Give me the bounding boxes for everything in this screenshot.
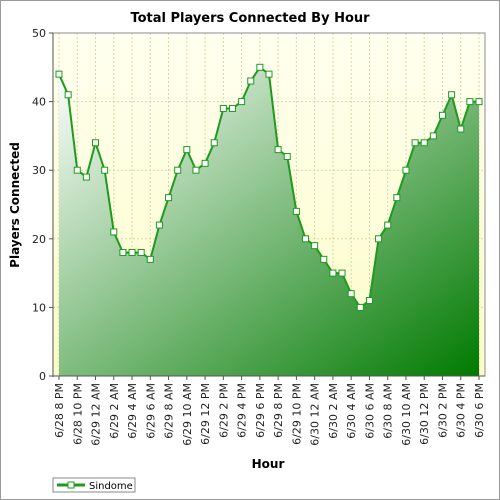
data-point: [101, 166, 109, 174]
data-point: [365, 297, 373, 305]
data-point: [174, 166, 182, 174]
x-tick-label: 6/30 2 AM: [327, 383, 340, 439]
data-point: [466, 98, 474, 106]
data-point: [420, 139, 428, 147]
data-point: [183, 146, 191, 154]
data-point: [228, 104, 236, 112]
data-point: [64, 91, 72, 99]
x-tick-label: 6/30 10 AM: [400, 383, 413, 446]
y-tick-label: 0: [39, 370, 46, 383]
x-tick-label: 6/30 4 PM: [455, 383, 468, 438]
x-tick-label: 6/30 12 AM: [309, 383, 322, 446]
data-point: [283, 152, 291, 160]
data-point: [110, 228, 118, 236]
data-point: [247, 77, 255, 85]
y-tick-label: 30: [32, 164, 46, 177]
x-tick-label: 6/29 10 AM: [181, 383, 194, 446]
data-point: [347, 290, 355, 298]
data-point: [329, 269, 337, 277]
data-point: [82, 173, 90, 181]
data-point: [238, 98, 246, 106]
x-tick-label: 6/29 2 PM: [217, 383, 230, 438]
x-tick-label: 6/29 6 AM: [144, 383, 157, 439]
x-axis-ticks: 6/28 8 PM 6/28 10 PM 6/29 12 AM 6/29 2 AM 6/…: [53, 376, 486, 446]
x-tick-label: 6/30 8 AM: [382, 383, 395, 439]
data-point: [73, 166, 81, 174]
chart-title: Total Players Connected By Hour: [130, 11, 370, 26]
series-markers: [55, 63, 483, 311]
axes: [52, 32, 486, 377]
data-point: [128, 249, 136, 257]
data-point: [165, 194, 173, 202]
data-point: [210, 139, 218, 147]
data-point: [320, 255, 328, 263]
x-tick-label: 6/29 8 AM: [163, 383, 176, 439]
x-tick-label: 6/30 6 AM: [363, 383, 376, 439]
series-area: [59, 67, 479, 377]
data-point: [393, 194, 401, 202]
data-point: [92, 139, 100, 147]
data-point: [292, 207, 300, 215]
x-tick-label: 6/29 12 PM: [199, 383, 212, 445]
legend: Sindome: [52, 477, 136, 493]
data-point: [338, 269, 346, 277]
x-tick-label: 6/30 2 PM: [436, 383, 449, 438]
y-tick-label: 20: [32, 233, 46, 246]
data-point: [457, 125, 465, 133]
data-point: [137, 249, 145, 257]
data-point: [438, 111, 446, 119]
data-point: [146, 255, 154, 263]
x-tick-label: 6/29 4 PM: [236, 383, 249, 438]
data-point: [155, 221, 163, 229]
y-tick-label: 10: [32, 301, 46, 314]
data-point: [302, 235, 310, 243]
x-tick-label: 6/29 8 PM: [272, 383, 285, 438]
legend-series-label: Sindome: [89, 481, 133, 492]
data-point: [119, 249, 127, 257]
data-point: [475, 98, 483, 106]
x-tick-label: 6/29 2 AM: [108, 383, 121, 439]
data-point: [429, 132, 437, 140]
x-tick-label: 6/28 10 PM: [71, 383, 84, 445]
x-tick-label: 6/30 6 PM: [473, 383, 486, 438]
data-point: [192, 166, 200, 174]
data-point: [265, 70, 273, 78]
x-tick-label: 6/29 10 PM: [290, 383, 303, 445]
data-point: [356, 303, 364, 311]
data-point: [274, 146, 282, 154]
data-point: [384, 221, 392, 229]
data-point: [375, 235, 383, 243]
y-tick-label: 50: [32, 27, 46, 40]
x-axis-label: Hour: [252, 457, 285, 471]
data-point: [448, 91, 456, 99]
data-point: [55, 70, 63, 78]
y-axis-label: Players Connected: [8, 142, 22, 268]
x-tick-label: 6/29 6 PM: [254, 383, 267, 438]
x-tick-label: 6/30 12 PM: [418, 383, 431, 445]
data-point: [402, 166, 410, 174]
x-tick-label: 6/29 12 AM: [90, 383, 103, 446]
data-point: [201, 159, 209, 167]
x-tick-label: 6/30 4 AM: [345, 383, 358, 439]
y-tick-label: 40: [32, 96, 46, 109]
data-point: [256, 63, 264, 71]
y-axis-ticks: 0 10 20 30 40 50: [32, 27, 53, 383]
x-tick-label: 6/28 8 PM: [53, 383, 66, 438]
legend-series-marker: [67, 481, 75, 489]
data-point: [219, 104, 227, 112]
data-point: [411, 139, 419, 147]
x-tick-label: 6/29 4 AM: [126, 383, 139, 439]
data-point: [311, 242, 319, 250]
